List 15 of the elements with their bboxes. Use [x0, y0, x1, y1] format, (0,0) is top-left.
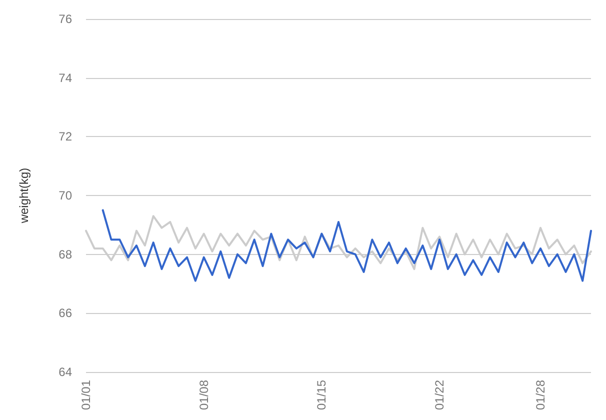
x-tick-label: 01/08 — [196, 380, 211, 410]
y-tick-label: 64 — [58, 365, 72, 379]
y-tick-label: 74 — [58, 70, 72, 85]
y-tick-label: 68 — [58, 247, 72, 262]
line-series — [102, 209, 592, 282]
line-series — [85, 215, 592, 270]
y-tick-label: 66 — [58, 306, 72, 320]
x-tick-label: 01/01 — [79, 380, 93, 410]
y-tick-label: 70 — [58, 188, 72, 202]
x-tick-label: 01/22 — [432, 380, 446, 410]
x-tick-label: 01/28 — [534, 380, 548, 410]
x-tick-label: 01/15 — [314, 380, 329, 410]
y-tick-label: 72 — [58, 130, 72, 144]
y-tick-label: 76 — [58, 12, 72, 26]
y-axis-title: weight(kg) — [17, 168, 31, 224]
